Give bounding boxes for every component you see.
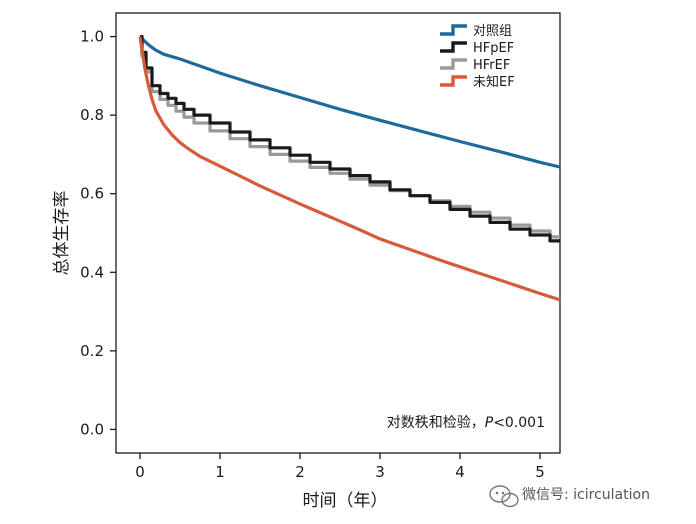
legend-swatch-3 [440,58,467,70]
wechat-watermark: 微信号: icirculation [489,485,650,508]
legend-label-4: 未知EF [473,74,515,90]
x-tick-label: 0 [135,463,145,481]
series-layer [138,35,561,302]
y-axis-title: 总体生存率 [52,191,72,276]
series-line-4 [138,36,561,302]
stat-annotation-p: P [485,415,494,431]
series-line-2 [140,35,560,243]
legend-swatch-2 [440,41,467,53]
legend-swatch-1 [440,24,467,36]
legend-label-1: 对照组 [473,24,512,39]
series-line-1 [138,35,561,169]
watermark-text: 微信号: icirculation [522,487,650,503]
y-tick-label: 0.4 [80,263,104,281]
legend-label-2: HFpEF [473,41,514,56]
y-tick-label: 0.0 [80,420,104,438]
plot-frame [115,12,561,454]
y-tick-label: 0.8 [80,106,104,124]
y-tick-label: 0.2 [80,342,104,360]
x-tick-label: 3 [375,463,385,481]
y-tick-label: 1.0 [80,28,104,46]
x-tick-label: 1 [215,463,225,481]
stat-annotation-p-value: <0.001 [493,415,545,431]
x-tick-label: 2 [295,463,305,481]
y-tick-label: 0.6 [80,185,104,203]
legend-swatch-4 [440,75,467,87]
ticks-layer: 0.0 0.2 0.4 0.6 0.8 1.0 0 1 2 3 4 5 [80,28,545,481]
legend-label-3: HFrEF [473,58,510,73]
wechat-icon [489,485,519,508]
x-axis-title: 时间（年） [303,491,388,511]
stat-annotation-text: 对数秩和检验， [387,415,485,431]
x-tick-label: 4 [455,463,465,481]
x-tick-label: 5 [535,463,545,481]
stat-annotation: 对数秩和检验，P<0.001 [387,415,545,431]
